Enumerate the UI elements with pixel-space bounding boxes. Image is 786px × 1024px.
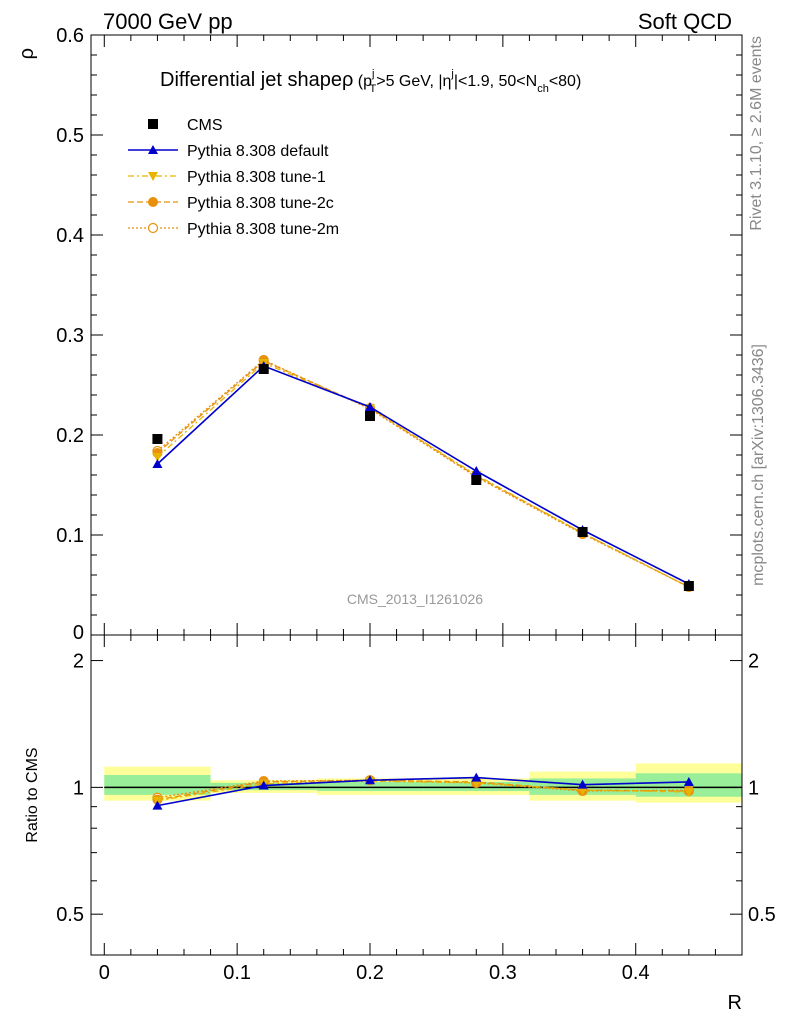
ratio-point bbox=[577, 779, 588, 789]
ratio-point bbox=[683, 776, 694, 786]
series-pythia-8-308-tune-2m bbox=[152, 354, 694, 593]
data-point bbox=[577, 527, 588, 537]
legend-entry: Pythia 8.308 tune-1 bbox=[128, 169, 326, 186]
y-axis-label: ρ bbox=[16, 48, 38, 59]
category-label: Soft QCD bbox=[638, 9, 732, 34]
legend: CMS Pythia 8.308 default Pythia 8.308 tune… bbox=[128, 117, 339, 238]
data-point bbox=[152, 459, 163, 468]
y-tick-label: 0.4 bbox=[56, 225, 84, 247]
legend-marker bbox=[148, 172, 158, 181]
title-main: Differential jet shape bbox=[160, 69, 342, 91]
y-tick-label: 0 bbox=[73, 622, 84, 644]
legend-marker bbox=[148, 119, 158, 129]
data-point bbox=[365, 411, 375, 421]
series-line bbox=[157, 359, 690, 588]
legend-label: CMS bbox=[187, 117, 223, 134]
series-line bbox=[156, 362, 690, 588]
title-sup-j2: j bbox=[450, 68, 453, 80]
ratio-point bbox=[258, 780, 269, 790]
legend-entry: Pythia 8.308 tune-2c bbox=[128, 195, 334, 212]
ratio-y-tick-label-right: 0.5 bbox=[748, 904, 776, 926]
series-line bbox=[156, 365, 690, 585]
ratio-y-axis-label: Ratio to CMS bbox=[24, 747, 41, 842]
ratio-point bbox=[152, 800, 163, 810]
ratio-y-tick-label-right: 1 bbox=[748, 777, 759, 799]
data-point bbox=[152, 453, 163, 462]
ratio-ticks: 0.5 0.5 1 1 2 2 0 0.1 0.2 0.3 0.4 bbox=[56, 635, 776, 984]
title-pt-cut: >5 GeV, | bbox=[376, 73, 442, 90]
ratio-line bbox=[157, 780, 689, 802]
legend-label: Pythia 8.308 tune-1 bbox=[187, 169, 326, 186]
legend-marker bbox=[148, 145, 158, 154]
legend-entry: Pythia 8.308 tune-2m bbox=[128, 221, 339, 238]
title-open: (p bbox=[353, 73, 372, 90]
title-eta-cut: |<1.9, 50<N bbox=[454, 73, 537, 90]
title-close: <80) bbox=[549, 73, 581, 90]
green-band bbox=[316, 781, 424, 792]
legend-label: Pythia 8.308 default bbox=[187, 143, 329, 160]
main-ticks: 0.1 0.2 0.3 0.4 0.5 0.6 0 bbox=[56, 25, 743, 644]
title-sub-t: T bbox=[369, 83, 376, 95]
title-eta: η bbox=[443, 73, 452, 90]
main-panel: 0.1 0.2 0.3 0.4 0.5 0.6 0 ρ Differential jet s… bbox=[16, 25, 743, 644]
ratio-point bbox=[683, 788, 694, 798]
series-pythia-8-308-tune-2c bbox=[152, 356, 694, 592]
ratio-series bbox=[152, 772, 694, 810]
x-tick-label: 0.2 bbox=[356, 962, 384, 984]
ratio-line bbox=[157, 776, 689, 807]
legend-label: Pythia 8.308 tune-2m bbox=[187, 221, 339, 238]
title-sup-j1: j bbox=[371, 68, 374, 80]
x-tick-label: 0.4 bbox=[622, 962, 650, 984]
green-band bbox=[104, 774, 211, 795]
legend-label: Pythia 8.308 tune-2c bbox=[187, 195, 334, 212]
data-point bbox=[152, 434, 163, 444]
x-tick-label: 0 bbox=[99, 962, 110, 984]
ratio-y-tick-label-right: 2 bbox=[748, 651, 759, 673]
x-tick-label: 0.3 bbox=[489, 962, 517, 984]
ratio-y-tick-label: 1 bbox=[73, 777, 84, 799]
ratio-y-tick-label: 0.5 bbox=[56, 904, 84, 926]
x-tick-label: 0.1 bbox=[223, 962, 251, 984]
legend-entry: Pythia 8.308 default bbox=[128, 143, 329, 160]
data-point bbox=[471, 466, 482, 475]
title-sub-ch: ch bbox=[537, 83, 549, 95]
rivet-label: Rivet 3.1.10, ≥ 2.6M events bbox=[748, 36, 765, 231]
y-tick-label: 0.3 bbox=[56, 325, 84, 347]
ratio-point bbox=[471, 772, 482, 782]
legend-entry: CMS bbox=[148, 117, 223, 134]
y-tick-label: 0.5 bbox=[56, 125, 84, 147]
energy-label: 7000 GeV pp bbox=[103, 9, 233, 34]
analysis-watermark: CMS_2013_I1261026 bbox=[347, 591, 483, 607]
data-point bbox=[683, 581, 694, 591]
chart-title: Differential jet shapeρ (pj T>5 GeV, |ηj|… bbox=[160, 68, 581, 95]
data-point bbox=[471, 475, 482, 485]
series-line bbox=[157, 360, 690, 588]
mcplots-label: mcplots.cern.ch [arXiv:1306.3436] bbox=[750, 344, 767, 586]
y-tick-label: 0.1 bbox=[56, 525, 84, 547]
main-series bbox=[152, 354, 694, 593]
ratio-frame bbox=[90, 634, 743, 956]
legend-marker bbox=[148, 197, 158, 207]
title-rho: ρ bbox=[342, 69, 353, 91]
data-point bbox=[365, 402, 375, 411]
ratio-panel: 0.5 0.5 1 1 2 2 0 0.1 0.2 0.3 0.4 Ratio to CMS R bbox=[24, 634, 776, 1014]
y-tick-label: 0.2 bbox=[56, 425, 84, 447]
x-axis-label: R bbox=[728, 992, 742, 1014]
data-point bbox=[258, 364, 269, 374]
y-tick-label: 0.6 bbox=[56, 25, 84, 47]
legend-marker bbox=[147, 222, 159, 234]
series-pythia-8-308-default bbox=[152, 361, 694, 588]
series-cms bbox=[152, 364, 694, 591]
ratio-point bbox=[365, 775, 375, 785]
ratio-y-tick-label: 2 bbox=[73, 651, 84, 673]
ratio-series-pythia-8-308-default bbox=[152, 772, 694, 810]
